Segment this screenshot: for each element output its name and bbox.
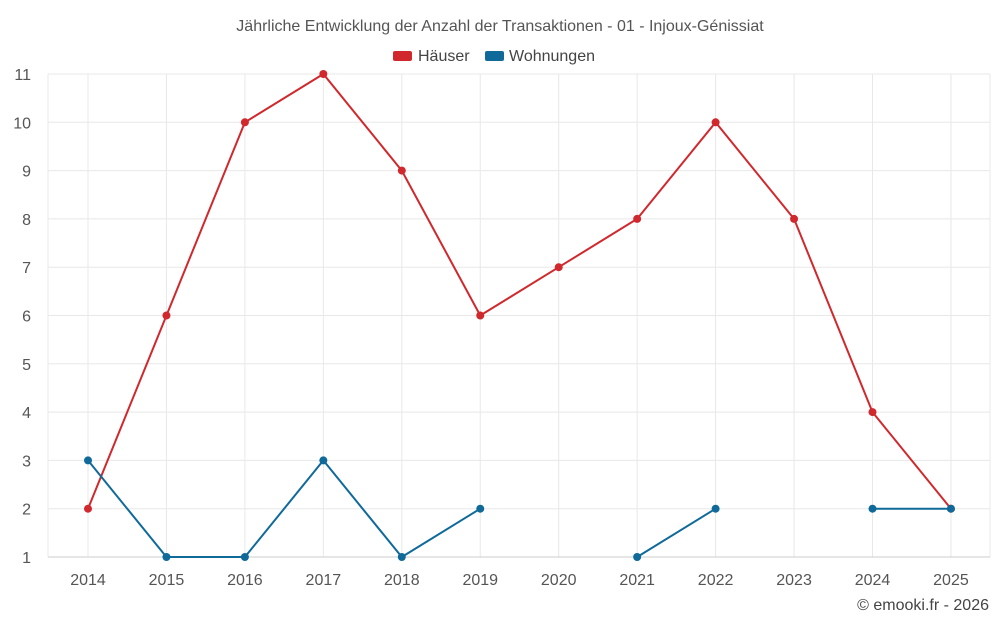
y-tick-label: 6 bbox=[22, 309, 31, 326]
data-point[interactable] bbox=[397, 553, 406, 561]
y-tick-label: 5 bbox=[22, 357, 31, 374]
series-line-segment bbox=[87, 73, 952, 510]
x-tick-label: 2023 bbox=[776, 572, 812, 589]
x-tick-label: 2022 bbox=[698, 572, 734, 589]
legend-item[interactable]: Wohnungen bbox=[485, 48, 595, 65]
grid bbox=[47, 73, 991, 558]
data-point[interactable] bbox=[240, 118, 249, 127]
data-point[interactable] bbox=[162, 553, 171, 561]
series bbox=[84, 70, 955, 561]
series-wohnungen bbox=[84, 456, 955, 561]
legend-label: Häuser bbox=[418, 48, 470, 65]
credit-text: © emooki.fr - 2026 bbox=[857, 597, 989, 614]
data-point[interactable] bbox=[240, 553, 249, 561]
data-point[interactable] bbox=[319, 456, 328, 465]
legend-swatch bbox=[485, 51, 504, 61]
data-point[interactable] bbox=[790, 214, 799, 223]
y-tick-label: 8 bbox=[22, 212, 31, 229]
y-tick-label: 1 bbox=[22, 550, 31, 567]
series-line-segment bbox=[87, 459, 481, 558]
data-point[interactable] bbox=[633, 214, 642, 223]
series-line-segment bbox=[636, 507, 717, 558]
data-point[interactable] bbox=[711, 504, 720, 513]
legend-item[interactable]: Häuser bbox=[393, 48, 470, 65]
x-tick-label: 2017 bbox=[306, 572, 342, 589]
legend-swatch bbox=[393, 51, 412, 61]
y-tick-label: 4 bbox=[22, 405, 31, 422]
y-tick-label: 11 bbox=[14, 67, 31, 84]
data-point[interactable] bbox=[476, 504, 485, 513]
x-tick-label: 2024 bbox=[855, 572, 891, 589]
data-point[interactable] bbox=[476, 311, 485, 320]
chart-title: Jährliche Entwicklung der Anzahl der Tra… bbox=[236, 18, 764, 35]
x-tick-label: 2020 bbox=[541, 572, 577, 589]
data-point[interactable] bbox=[319, 70, 328, 78]
x-tick-label: 2021 bbox=[619, 572, 655, 589]
data-point[interactable] bbox=[397, 166, 406, 175]
y-tick-label: 10 bbox=[13, 115, 31, 132]
axes: 1 2 3 4 5 6 7 8 9 10 11 2014 2015 2016 2017 2018 2019 202… bbox=[13, 67, 990, 589]
data-point[interactable] bbox=[711, 118, 720, 127]
data-point[interactable] bbox=[868, 504, 877, 513]
legend: Häuser Wohnungen bbox=[393, 48, 595, 65]
y-tick-label: 2 bbox=[22, 502, 31, 519]
x-tick-label: 2016 bbox=[227, 572, 263, 589]
data-point[interactable] bbox=[162, 311, 171, 320]
x-tick-label: 2015 bbox=[149, 572, 185, 589]
y-tick-label: 7 bbox=[22, 260, 31, 277]
x-tick-label: 2025 bbox=[933, 572, 969, 589]
y-tick-label: 9 bbox=[22, 164, 31, 181]
x-tick-label: 2019 bbox=[462, 572, 498, 589]
series-haeuser bbox=[84, 70, 955, 513]
y-tick-label: 3 bbox=[22, 453, 31, 470]
data-point[interactable] bbox=[868, 408, 877, 417]
data-point[interactable] bbox=[946, 504, 955, 513]
legend-label: Wohnungen bbox=[509, 48, 595, 65]
data-point[interactable] bbox=[84, 456, 92, 465]
x-tick-label: 2014 bbox=[70, 572, 106, 589]
data-point[interactable] bbox=[633, 553, 642, 561]
data-point[interactable] bbox=[554, 263, 563, 272]
data-point[interactable] bbox=[84, 504, 92, 513]
x-tick-label: 2018 bbox=[384, 572, 420, 589]
